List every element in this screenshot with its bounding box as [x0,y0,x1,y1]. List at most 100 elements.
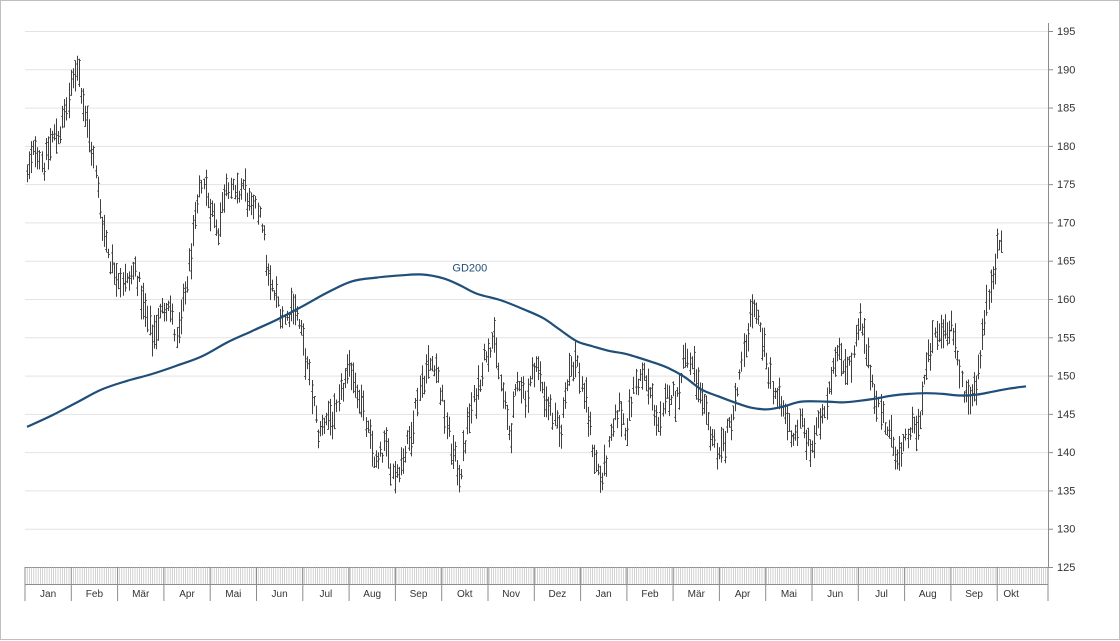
ohlc-bar [871,374,874,388]
ohlc-bar [342,382,345,402]
ohlc-bar [583,382,586,409]
ohlc-bar [751,294,754,329]
ohlc-bar [365,417,368,437]
ohlc-bar [350,362,353,391]
ohlc-bar [404,445,407,463]
ohlc-bar [836,345,839,362]
ohlc-bar [794,424,797,441]
ohlc-bar [803,418,806,439]
ohlc-bar [267,263,270,286]
ohlc-bar [157,307,160,341]
ohlc-bar [371,430,374,467]
moving-average-layer [26,273,1027,428]
axes: 125 130 135 140 145 150 155 160 165 170 175 180 185 1… [24,23,1075,601]
ohlc-bar [68,82,71,119]
ohlc-bar [456,460,459,486]
ohlc-bar [597,463,600,476]
ohlc-bar [450,443,453,465]
ohlc-bar [165,303,168,322]
month-label: Okt [457,589,473,600]
ohlc-bar [740,351,743,372]
ohlc-bar [412,410,415,444]
ohlc-bar [670,395,673,405]
ohlc-bar [246,192,249,217]
ohlc-bar [869,364,872,391]
ohlc-bar [601,472,604,491]
ohlc-bar [527,378,530,413]
ohlc-bar [43,162,46,181]
ohlc-bar [489,347,492,358]
ohlc-bar [313,395,316,407]
ohlc-bar [362,390,365,421]
ohlc-bar [142,282,145,320]
ohlc-bar [119,268,122,298]
ohlc-bar [755,302,758,324]
ohlc-bar [321,414,324,436]
ohlc-bar [745,334,748,358]
y-tick-label: 170 [1057,217,1075,229]
ohlc-bar [936,321,939,350]
ohlc-bar [155,314,158,350]
month-label: Dez [549,589,567,600]
ohlc-bar [288,313,291,328]
ohlc-bar [927,339,930,363]
ohlc-bar [329,398,332,436]
ohlc-bar [427,345,430,379]
ohlc-bar [327,400,330,430]
ohlc-bar [888,419,891,439]
ohlc-bar [311,380,314,415]
ohlc-bar [387,438,390,469]
ohlc-bar [51,130,54,143]
ohlc-bar [167,300,170,311]
ohlc-bar [495,337,498,369]
ohlc-bar [722,428,725,452]
ohlc-bar [585,377,588,413]
ohlc-bar [358,389,361,414]
ohlc-bar [981,318,984,350]
ohlc-bar [265,254,268,276]
ohlc-bar [514,383,517,396]
ohlc-bar [234,185,237,200]
ohlc-bar [894,446,897,470]
month-label: Mär [688,589,706,600]
ohlc-bar [535,356,538,372]
ohlc-bar [458,464,461,493]
ohlc-bar [551,412,554,430]
ohlc-bar [47,136,50,170]
ohlc-bar [373,456,376,468]
ohlc-bar [230,177,233,199]
y-tick-label: 130 [1057,524,1075,536]
ohlc-bar [703,393,706,414]
ohlc-bar [765,352,768,370]
ohlc-bar [205,169,208,206]
ohlc-bar [286,310,289,321]
ohlc-bar [385,427,388,457]
ohlc-bar [747,323,750,352]
ohlc-bar [576,355,579,367]
ohlc-bar [923,374,926,385]
ohlc-bar [30,141,33,174]
ohlc-bar [649,387,652,399]
ohlc-bar [778,377,781,410]
ohlc-bar [635,368,638,395]
ohlc-bar [788,413,791,432]
ohlc-bar [900,442,903,467]
ohlc-bar [26,164,29,183]
ohlc-bar [990,269,993,303]
ohlc-bar [227,182,230,199]
ohlc-bar [830,367,833,395]
y-tick-label: 160 [1057,294,1075,306]
ohlc-bar [985,284,988,316]
ohlc-bar [383,430,386,451]
ohlc-bar [630,396,633,418]
ohlc-bar [651,383,654,411]
ohlc-bar [369,419,372,449]
ohlc-bar [257,202,260,225]
ohlc-bar [122,272,125,296]
ohlc-bar [126,273,129,284]
ohlc-bar [176,326,179,349]
ohlc-bar [86,105,89,138]
ohlc-bar [209,198,212,232]
ohlc-bar [49,128,52,161]
ohlc-bar [595,450,598,472]
